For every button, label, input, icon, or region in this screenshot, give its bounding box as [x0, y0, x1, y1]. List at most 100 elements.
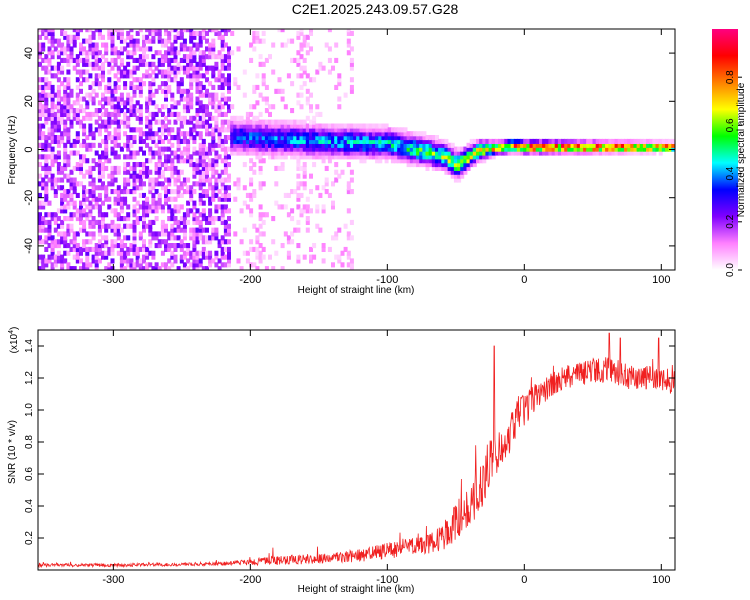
- spectrogram-cell: [145, 165, 150, 171]
- spectrogram-cell: [397, 142, 402, 148]
- spectrogram-cell: [176, 158, 181, 164]
- spectrogram-cell: [277, 123, 282, 129]
- spectrogram-cell: [101, 181, 105, 187]
- spectrogram-cell: [91, 131, 96, 137]
- spectrogram-cell: [50, 54, 55, 60]
- spectrogram-cell: [97, 204, 102, 210]
- spectrogram-cell: [296, 138, 301, 144]
- spectrogram-cell: [239, 239, 244, 245]
- spectrogram-cell: [545, 138, 550, 144]
- spectrogram-cell: [561, 142, 565, 148]
- spectrogram-cell: [479, 154, 484, 160]
- spectrogram-cell: [321, 123, 326, 129]
- spectrogram-cell: [476, 146, 480, 152]
- spectrogram-cell: [129, 29, 134, 33]
- spectrogram-cell: [403, 158, 408, 164]
- spectrogram-cell: [636, 146, 641, 152]
- spectrogram-cell: [101, 162, 105, 168]
- spectrogram-cell: [520, 138, 525, 144]
- spectrogram-cell: [91, 185, 96, 191]
- spectrogram-cell: [290, 38, 295, 44]
- spectrogram-cell: [535, 142, 540, 148]
- spectrogram-cell: [205, 173, 209, 179]
- spectrogram-cell: [230, 50, 235, 56]
- spectrogram-cell: [179, 185, 184, 191]
- spectrogram-cell: [646, 138, 651, 144]
- spectrogram-cell: [123, 223, 128, 229]
- spectrogram-cell: [82, 154, 87, 160]
- spectrogram-cell: [192, 266, 197, 270]
- spectrogram-cell: [214, 158, 219, 164]
- spectrogram-cell: [312, 77, 317, 83]
- spectrogram-cell: [293, 57, 298, 63]
- spectrogram-cell: [359, 138, 364, 144]
- spectrogram-cell: [142, 61, 146, 67]
- spectrogram-cell: [38, 127, 42, 133]
- spectrogram-cell: [394, 135, 398, 141]
- spectrogram-cell: [47, 243, 52, 249]
- spectrogram-cell: [110, 177, 115, 183]
- spectrogram-cell: [44, 162, 49, 168]
- spectrogram-cell: [107, 119, 112, 125]
- spectrogram-cell: [44, 189, 49, 195]
- spectrogram-cell: [211, 165, 216, 171]
- spectrogram-cell: [79, 165, 83, 171]
- spectrogram-cell: [167, 216, 172, 222]
- spectrogram-cell: [375, 131, 380, 137]
- spectrogram-cell: [327, 150, 332, 156]
- spectrogram-cell: [334, 235, 339, 241]
- spectrogram-cell: [116, 250, 121, 256]
- spectrogram-cell: [176, 189, 181, 195]
- spectrogram-cell: [79, 29, 83, 33]
- spectrogram-cell: [176, 173, 181, 179]
- spectrogram-cell: [132, 219, 137, 225]
- spectrogram-cell: [217, 173, 222, 179]
- spectrogram-cell: [88, 34, 93, 40]
- spectrogram-cell: [211, 29, 216, 33]
- spectrogram-cell: [157, 29, 162, 33]
- spectrogram-cell: [349, 77, 354, 83]
- spectrogram-cell: [661, 146, 666, 152]
- spectrogram-cell: [91, 42, 96, 48]
- spectrogram-cell: [283, 104, 288, 110]
- spectrogram-cell: [441, 154, 446, 160]
- spectrogram-cell: [324, 142, 329, 148]
- spectrogram-cell: [671, 142, 675, 148]
- spectrogram-cell: [97, 227, 102, 233]
- spectrogram-cell: [362, 127, 367, 133]
- spectrogram-cell: [258, 138, 263, 144]
- spectrogram-cell: [261, 77, 266, 83]
- spectrogram-cell: [633, 142, 638, 148]
- spectrogram-cell: [104, 150, 109, 156]
- spectrogram-cell: [170, 216, 175, 222]
- spectrogram-cell: [583, 138, 588, 144]
- spectrogram-cell: [551, 142, 556, 148]
- spectrogram-cell: [220, 57, 225, 63]
- spectrogram-cell: [160, 57, 165, 63]
- spectrogram-cell: [384, 146, 389, 152]
- spectrogram-cell: [94, 185, 99, 191]
- spectrogram-cell: [69, 223, 74, 229]
- spectrogram-cell: [151, 150, 156, 156]
- spectrogram-cell: [378, 150, 383, 156]
- spectrogram-cell: [441, 158, 446, 164]
- spectrogram-cell: [359, 158, 364, 164]
- spectrogram-cell: [126, 262, 131, 268]
- spectrogram-cell: [406, 162, 411, 168]
- spectrogram-cell: [151, 38, 156, 44]
- spectrogram-cell: [186, 212, 191, 218]
- spectrogram-cell: [164, 81, 168, 87]
- spectrogram-cell: [113, 96, 118, 102]
- spectrogram-cell: [82, 69, 87, 75]
- spectrogram-cell: [390, 146, 395, 152]
- spectrogram-cell: [208, 54, 213, 60]
- spectrogram-cell: [441, 142, 446, 148]
- spectrogram-cell: [192, 235, 197, 241]
- spectrogram-cell: [252, 131, 257, 137]
- spectrogram-cell: [312, 150, 317, 156]
- spectrogram-cell: [428, 154, 433, 160]
- spectrogram-cell: [217, 189, 222, 195]
- spectrogram-cell: [573, 146, 578, 152]
- spectrogram-cell: [101, 243, 105, 249]
- spectrogram-cell: [38, 104, 42, 110]
